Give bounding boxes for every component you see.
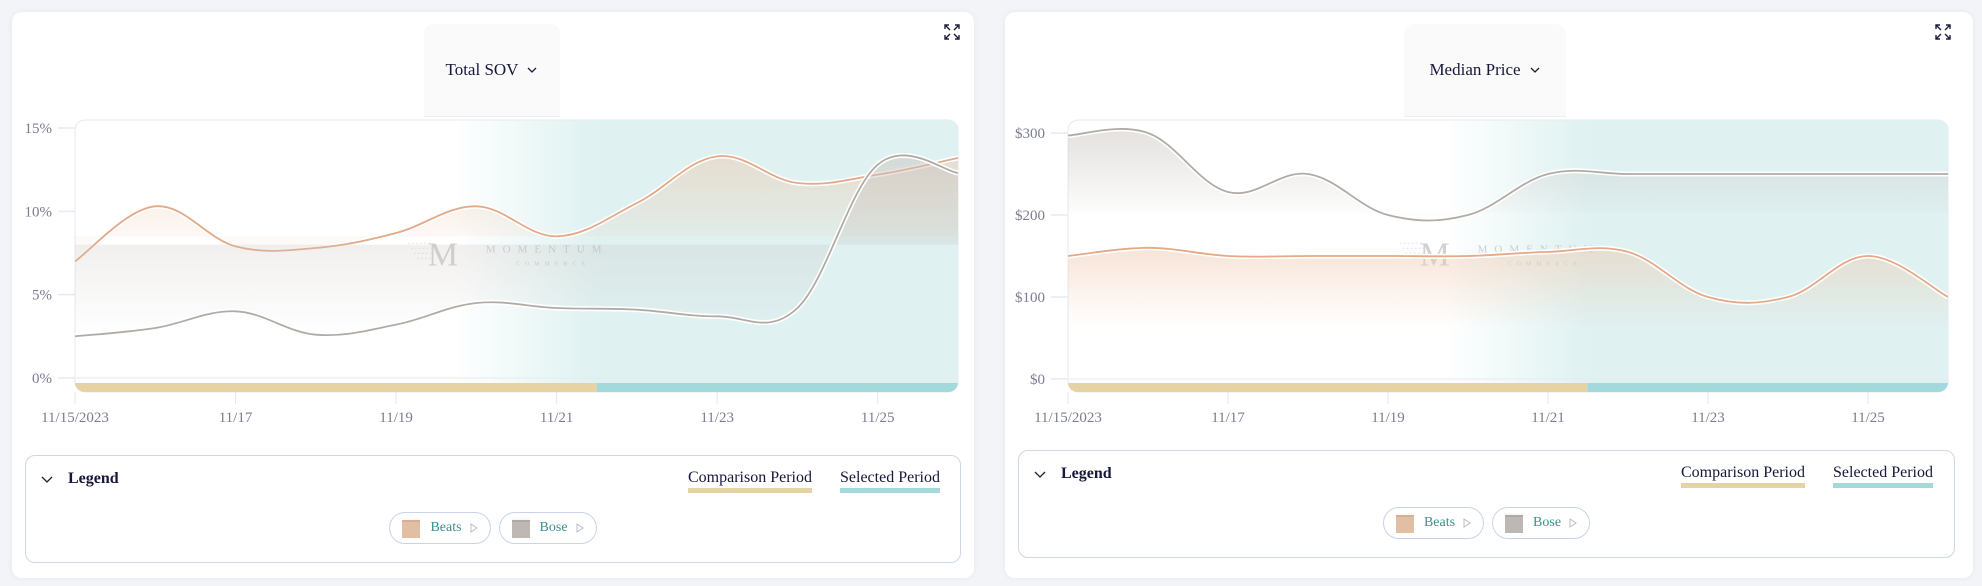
selected-period-bar xyxy=(1588,383,1948,392)
x-tick-label: 11/17 xyxy=(1211,410,1245,426)
legend-comparison-period: Comparison Period xyxy=(1681,464,1805,489)
selected-period-swatch xyxy=(840,488,940,493)
bose-line xyxy=(1068,128,1948,222)
series-chip-label: Bose xyxy=(539,520,568,535)
x-tick-label: 11/19 xyxy=(379,410,413,426)
chart-panel-median-price: Median Price $0$100$200$300MMOMENTUMCOMM… xyxy=(1005,12,1973,578)
y-tick-label: $300 xyxy=(1015,126,1045,142)
selected-period-label: Selected Period xyxy=(1833,464,1933,481)
y-tick-label: $0 xyxy=(1030,372,1045,388)
metric-dropdown[interactable]: Median Price xyxy=(1404,24,1566,117)
bose-area xyxy=(75,155,958,337)
chevron-down-icon xyxy=(1530,67,1540,73)
comparison-period-bar xyxy=(75,383,597,392)
series-chip-bose[interactable]: Bose xyxy=(1492,507,1591,539)
x-tick-label: 11/21 xyxy=(540,410,574,426)
chevron-down-icon xyxy=(41,476,53,483)
selected-period-bar xyxy=(596,383,958,392)
bose-swatch xyxy=(511,518,530,538)
x-tick-label: 11/21 xyxy=(1531,410,1565,426)
beats-swatch xyxy=(1395,513,1414,533)
x-tick-label: 11/15/2023 xyxy=(1034,410,1102,426)
beats-area xyxy=(1068,247,1948,328)
beats-line xyxy=(75,155,958,263)
series-chips: Beats Bose xyxy=(1019,507,1954,539)
play-icon xyxy=(1463,518,1471,528)
bose-area xyxy=(1068,128,1948,221)
play-icon xyxy=(470,523,478,533)
legend-title: Legend xyxy=(68,470,119,487)
legend-selected-period: Selected Period xyxy=(840,469,940,494)
play-icon xyxy=(576,523,584,533)
expand-icon[interactable] xyxy=(942,22,962,42)
comparison-period-label: Comparison Period xyxy=(1681,464,1805,481)
legend-panel: Legend Comparison Period Selected Period… xyxy=(1018,450,1955,558)
beats-area xyxy=(75,156,958,262)
x-tick-label: 11/17 xyxy=(219,410,253,426)
legend-toggle[interactable]: Legend xyxy=(40,470,119,488)
x-tick-label: 11/25 xyxy=(861,410,895,426)
beats-swatch xyxy=(402,518,421,538)
series-chip-label: Beats xyxy=(1423,515,1456,530)
y-tick-label: 15% xyxy=(25,121,53,137)
legend-comparison-period: Comparison Period xyxy=(688,469,812,494)
y-tick-label: 0% xyxy=(32,371,52,387)
period-bar xyxy=(1068,383,1948,392)
series-chips: Beats Bose xyxy=(26,512,960,544)
metric-dropdown-label: Total SOV xyxy=(445,60,519,79)
series-chip-bose[interactable]: Bose xyxy=(498,512,597,544)
selected-period-swatch xyxy=(1833,483,1933,488)
y-tick-label: $100 xyxy=(1015,290,1045,306)
bose-line xyxy=(75,154,958,338)
series-chip-label: Beats xyxy=(430,520,462,535)
comparison-period-swatch xyxy=(1681,483,1805,488)
series-chip-label: Bose xyxy=(1533,515,1562,530)
y-tick-label: 10% xyxy=(25,204,53,220)
y-tick-label: $200 xyxy=(1015,208,1045,224)
series-chip-beats[interactable]: Beats xyxy=(1382,507,1485,539)
x-tick-label: 11/19 xyxy=(1371,410,1405,426)
chevron-down-icon xyxy=(1034,471,1046,478)
bose-swatch xyxy=(1505,513,1524,533)
legend-selected-period: Selected Period xyxy=(1833,464,1933,489)
expand-icon[interactable] xyxy=(1933,22,1953,42)
period-bar xyxy=(75,383,958,392)
x-tick-label: 11/25 xyxy=(1851,410,1885,426)
play-icon xyxy=(1569,518,1577,528)
legend-title: Legend xyxy=(1061,465,1112,482)
chevron-down-icon xyxy=(528,67,537,73)
comparison-period-label: Comparison Period xyxy=(688,469,812,486)
sov-chart: 0%5%10%15%MMOMENTUMCOMMERCE11/15/202311/… xyxy=(25,119,959,426)
x-tick-label: 11/23 xyxy=(1691,410,1725,426)
comparison-period-bar xyxy=(1068,383,1588,392)
legend-toggle[interactable]: Legend xyxy=(1033,465,1112,483)
legend-panel: Legend Comparison Period Selected Period… xyxy=(25,455,961,563)
chart-panel-total-sov: Total SOV 0%5%10%15%MMOMENTUMCOMMERCE11/… xyxy=(12,12,974,578)
series-group xyxy=(1068,126,1948,328)
series-chip-beats[interactable]: Beats xyxy=(389,512,491,544)
beats-line xyxy=(1068,246,1948,304)
x-tick-label: 11/15/2023 xyxy=(41,410,109,426)
selected-period-label: Selected Period xyxy=(840,469,940,486)
x-tick-label: 11/23 xyxy=(700,410,734,426)
series-group xyxy=(75,152,958,339)
y-tick-label: 5% xyxy=(32,288,52,304)
metric-dropdown-label: Median Price xyxy=(1429,60,1521,79)
metric-dropdown[interactable]: Total SOV xyxy=(424,24,560,117)
comparison-period-swatch xyxy=(688,488,812,493)
median-price-chart: $0$100$200$300MMOMENTUMCOMMERCE11/15/202… xyxy=(1015,119,1949,426)
